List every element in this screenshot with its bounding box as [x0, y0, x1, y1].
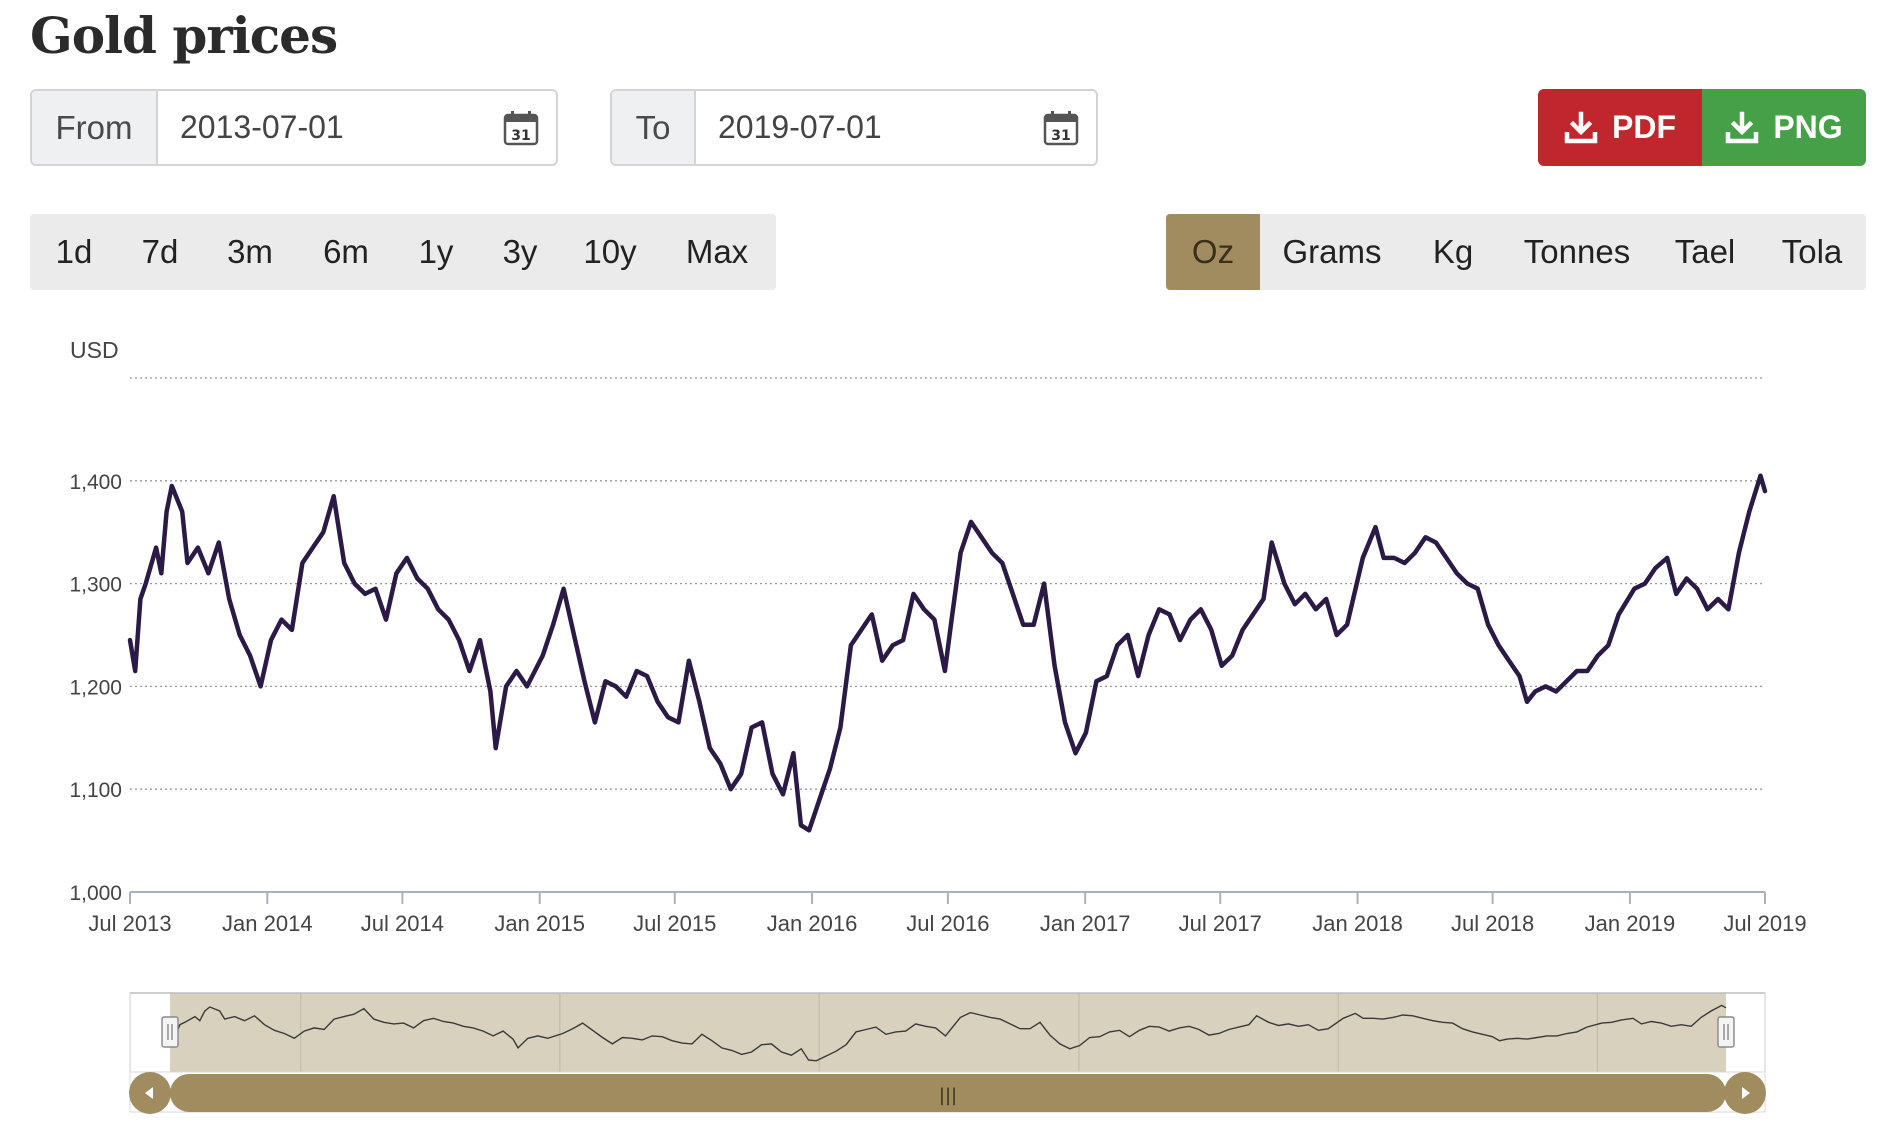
from-date-input[interactable]: [158, 91, 486, 164]
scroll-right-button[interactable]: [1724, 1072, 1766, 1114]
period-button-3y[interactable]: 3y: [478, 214, 562, 290]
unit-button-tola[interactable]: Tola: [1758, 214, 1866, 290]
period-button-1y[interactable]: 1y: [394, 214, 478, 290]
x-tick-label: Jul 2013: [88, 911, 171, 936]
x-tick-label: Jan 2019: [1585, 911, 1676, 936]
unit-button-tael[interactable]: Tael: [1652, 214, 1758, 290]
page-title: Gold prices: [30, 6, 338, 65]
unit-button-oz[interactable]: Oz: [1166, 214, 1260, 290]
y-tick-label: 1,100: [69, 779, 122, 802]
navigator-series: [169, 1004, 1727, 1062]
x-tick-label: Jul 2016: [906, 911, 989, 936]
calendar-icon[interactable]: 31: [1026, 91, 1096, 164]
to-label: To: [612, 91, 696, 164]
x-tick-label: Jul 2017: [1179, 911, 1262, 936]
handle-grip: [161, 1016, 179, 1048]
download-png-button[interactable]: PNG: [1702, 89, 1866, 166]
navigator: |||: [129, 992, 1766, 1114]
scrollbar: |||: [129, 1071, 1766, 1114]
period-selector: 1d 7d 3m 6m 1y 3y 10y Max: [30, 214, 776, 290]
period-button-7d[interactable]: 7d: [118, 214, 202, 290]
download-pdf-button[interactable]: PDF: [1538, 89, 1702, 166]
x-tick-label: Jul 2014: [361, 911, 444, 936]
from-label: From: [32, 91, 158, 164]
period-button-10y[interactable]: 10y: [562, 214, 658, 290]
download-icon: [1726, 111, 1759, 143]
scroll-left-button[interactable]: [129, 1072, 171, 1114]
y-axis-label: USD: [70, 337, 119, 363]
download-buttons: PDF PNG: [1538, 89, 1866, 166]
svg-text:31: 31: [1051, 128, 1070, 144]
from-date-group: From 31: [30, 89, 558, 166]
x-tick-label: Jul 2015: [633, 911, 716, 936]
chevron-right-icon: [1742, 1087, 1750, 1099]
unit-button-kg[interactable]: Kg: [1404, 214, 1502, 290]
x-tick-label: Jan 2014: [222, 911, 313, 936]
svg-text:31: 31: [511, 128, 530, 144]
price-line: [127, 473, 1768, 833]
to-date-group: To 31: [610, 89, 1098, 166]
y-tick-label: 1,300: [69, 574, 122, 597]
navigator-left-handle[interactable]: [161, 1016, 179, 1048]
x-tick-label: Jul 2019: [1723, 911, 1806, 936]
chevron-left-icon: [145, 1087, 153, 1099]
pdf-label: PDF: [1612, 109, 1676, 145]
x-tick-label: Jan 2017: [1040, 911, 1131, 936]
to-date-input[interactable]: [696, 91, 1026, 164]
unit-button-tonnes[interactable]: Tonnes: [1502, 214, 1652, 290]
scrollbar-grip: |||: [939, 1085, 957, 1106]
period-button-6m[interactable]: 6m: [298, 214, 394, 290]
y-tick-label: 1,200: [69, 676, 122, 699]
period-button-3m[interactable]: 3m: [202, 214, 298, 290]
y-tick-label: 1,000: [69, 882, 122, 905]
unit-button-grams[interactable]: Grams: [1260, 214, 1404, 290]
x-tick-label: Jul 2018: [1451, 911, 1534, 936]
gold-price-chart: USD 1,000 1,100 1,200 1,300 1,400 Jul 2013 Jan …: [69, 337, 1807, 1114]
handle-grip: [1717, 1016, 1735, 1048]
calendar-icon[interactable]: 31: [486, 91, 556, 164]
unit-selector: Oz Grams Kg Tonnes Tael Tola: [1166, 214, 1866, 290]
navigator-right-handle[interactable]: [1717, 1016, 1735, 1048]
x-tick-label: Jan 2016: [767, 911, 858, 936]
x-tick-label: Jan 2015: [494, 911, 585, 936]
period-button-1d[interactable]: 1d: [30, 214, 118, 290]
download-icon: [1564, 111, 1598, 143]
y-tick-label: 1,400: [69, 471, 122, 494]
x-tick-label: Jan 2018: [1312, 911, 1403, 936]
scrollbar-thumb[interactable]: [170, 1074, 1726, 1112]
period-button-max[interactable]: Max: [658, 214, 776, 290]
png-label: PNG: [1773, 109, 1843, 145]
